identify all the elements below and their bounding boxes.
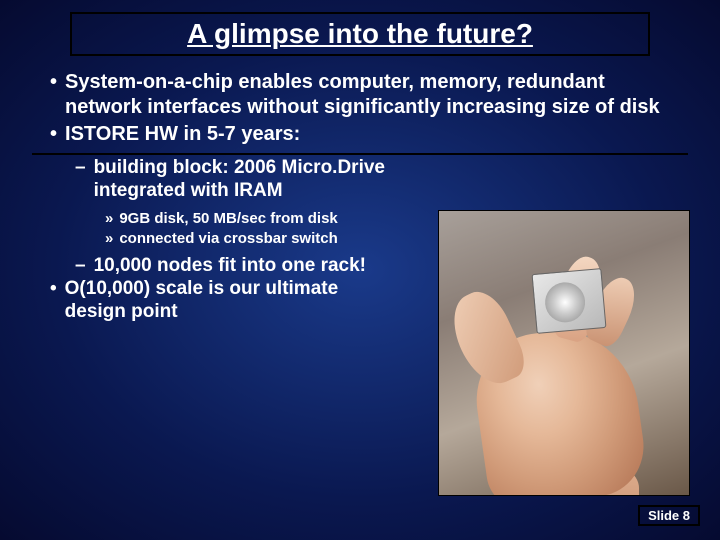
dash-marker-icon: – bbox=[75, 255, 86, 278]
bullet-marker-icon: • bbox=[50, 122, 57, 147]
bullet-text: connected via crossbar switch bbox=[119, 229, 337, 249]
horizontal-rule bbox=[32, 153, 688, 155]
hand-holding-drive-image bbox=[438, 210, 690, 496]
sub-sub-list: » 9GB disk, 50 MB/sec from disk » connec… bbox=[75, 209, 400, 250]
bullet-building-block: – building block: 2006 Micro.Drive integ… bbox=[75, 157, 400, 203]
bullet-crossbar: » connected via crossbar switch bbox=[105, 229, 400, 249]
bullet-soc: • System-on-a-chip enables computer, mem… bbox=[50, 70, 680, 120]
hand-illustration bbox=[438, 251, 690, 496]
raquo-marker-icon: » bbox=[105, 209, 113, 229]
slide-number-badge: Slide 8 bbox=[638, 505, 700, 526]
bullet-disk-spec: » 9GB disk, 50 MB/sec from disk bbox=[105, 209, 400, 229]
slide-number-text: Slide 8 bbox=[648, 508, 690, 523]
bullet-text: System-on-a-chip enables computer, memor… bbox=[65, 70, 680, 120]
bullet-marker-icon: • bbox=[50, 70, 57, 120]
dash-marker-icon: – bbox=[75, 157, 86, 203]
microdrive-shape bbox=[532, 268, 607, 334]
bullet-text: O(10,000) scale is our ultimate design p… bbox=[65, 278, 400, 324]
slide-title: A glimpse into the future? bbox=[82, 18, 638, 50]
bullet-text: 10,000 nodes fit into one rack! bbox=[94, 255, 366, 278]
bullet-nodes: – 10,000 nodes fit into one rack! bbox=[75, 255, 400, 278]
bullet-text: building block: 2006 Micro.Drive integra… bbox=[94, 157, 400, 203]
platter-shape bbox=[543, 281, 586, 324]
bullet-text: ISTORE HW in 5-7 years: bbox=[65, 122, 300, 147]
bullet-istore: • ISTORE HW in 5-7 years: bbox=[50, 122, 680, 147]
title-box: A glimpse into the future? bbox=[70, 12, 650, 56]
bullet-text: 9GB disk, 50 MB/sec from disk bbox=[119, 209, 337, 229]
raquo-marker-icon: » bbox=[105, 229, 113, 249]
bullet-marker-icon: • bbox=[50, 278, 57, 324]
top-bullet-list: • System-on-a-chip enables computer, mem… bbox=[20, 70, 700, 147]
slide: A glimpse into the future? • System-on-a… bbox=[0, 0, 720, 540]
